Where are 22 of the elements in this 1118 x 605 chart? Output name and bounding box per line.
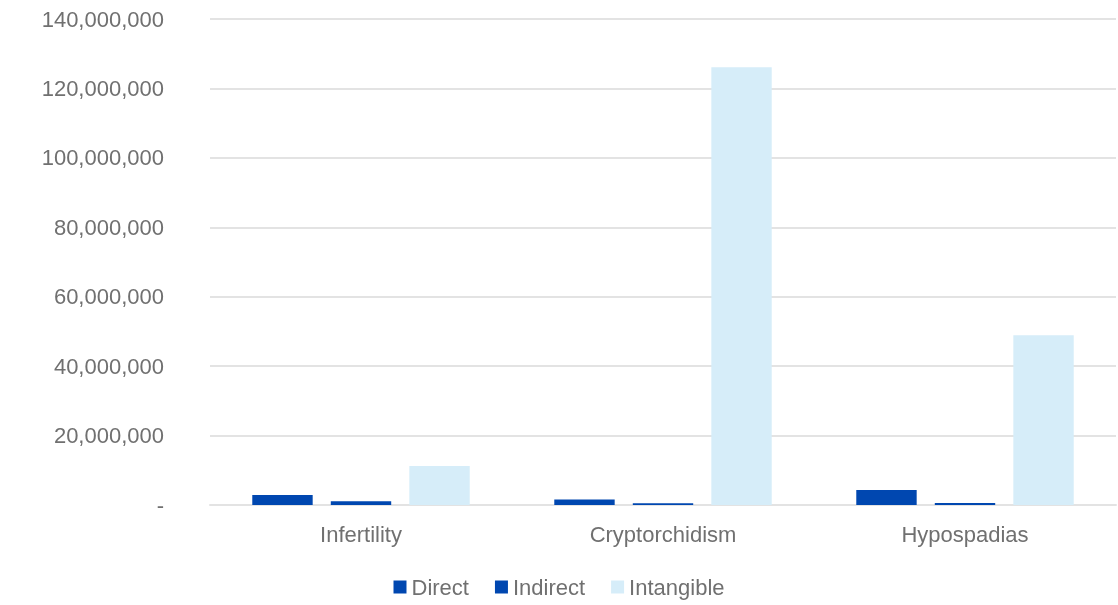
- y-tick-label: 80,000,000: [53, 214, 164, 240]
- x-tick-label: Hypospadias: [901, 521, 1029, 547]
- legend-label: Intangible: [629, 574, 725, 600]
- y-tick-label: 100,000,000: [41, 145, 164, 171]
- y-tick-label: 140,000,000: [41, 6, 164, 32]
- bar: [409, 466, 470, 505]
- y-tick-label: 40,000,000: [53, 353, 164, 379]
- bar: [711, 67, 772, 505]
- bar: [330, 501, 392, 505]
- legend-label: Indirect: [512, 574, 586, 600]
- y-tick-label: 20,000,000: [53, 423, 164, 449]
- y-tick-label: 120,000,000: [41, 75, 164, 101]
- x-tick-label: Infertility: [320, 521, 402, 547]
- y-tick-label: 60,000,000: [53, 284, 164, 310]
- bar: [1013, 335, 1074, 505]
- bar: [252, 494, 313, 505]
- bar: [856, 490, 917, 505]
- x-tick-label: Cryptorchidism: [589, 521, 737, 547]
- legend-label: Direct: [411, 574, 469, 600]
- bar: [554, 499, 615, 505]
- y-tick-label: -: [156, 492, 164, 518]
- bar: [934, 502, 996, 505]
